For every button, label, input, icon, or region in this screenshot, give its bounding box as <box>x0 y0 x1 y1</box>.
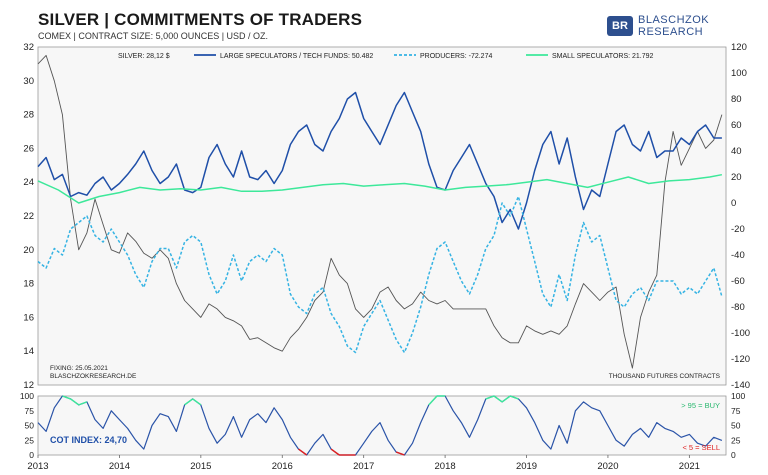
y-right-tick-label: 80 <box>731 94 742 105</box>
legend-label: SMALL SPECULATORS: 21.792 <box>552 53 654 60</box>
silver-price-line <box>37 54 723 369</box>
cot-y-right-tick-label: 25 <box>731 435 741 445</box>
cot-buy-segment <box>184 398 194 406</box>
x-tick-label: 2014 <box>109 461 130 472</box>
cot-buy-segment <box>62 395 71 400</box>
y-left-tick-label: 26 <box>23 143 34 154</box>
cot-sell-segment <box>396 451 405 456</box>
cot-buy-segment <box>78 401 88 406</box>
y-right-tick-label: 60 <box>731 120 742 131</box>
cot-buy-segment <box>509 395 519 400</box>
fixing-note: FIXING: 25.05.2021 <box>50 365 108 372</box>
y-left-tick-label: 32 <box>23 42 34 53</box>
y-right-tick-label: 20 <box>731 172 742 183</box>
x-tick-label: 2020 <box>597 461 618 472</box>
units-note: THOUSAND FUTURES CONTRACTS <box>609 373 721 380</box>
cot-buy-segment <box>192 398 202 406</box>
x-tick-label: 2017 <box>353 461 374 472</box>
y-left-tick-label: 24 <box>23 177 34 188</box>
buy-threshold-label: > 95 = BUY <box>681 401 720 410</box>
y-left-tick-label: 12 <box>23 380 34 391</box>
producers-line <box>37 195 723 354</box>
logo-line2: RESEARCH <box>638 26 704 38</box>
y-right-tick-label: 120 <box>731 42 747 53</box>
y-right-tick-label: -140 <box>731 380 750 391</box>
main-plot-area <box>37 46 727 386</box>
y-right-tick-label: -80 <box>731 302 745 313</box>
y-left-tick-label: 14 <box>23 346 34 357</box>
y-left-tick-label: 20 <box>23 245 34 256</box>
cot-y-right-tick-label: 50 <box>731 421 741 431</box>
logo-mark-icon: BR <box>607 16 633 36</box>
x-tick-label: 2018 <box>435 461 456 472</box>
y-right-tick-label: 0 <box>731 198 736 209</box>
y-right-tick-label: -40 <box>731 250 745 261</box>
x-tick-label: 2021 <box>679 461 700 472</box>
cot-y-left-tick-label: 75 <box>25 406 35 416</box>
legend-label: LARGE SPECULATORS / TECH FUNDS: 50.482 <box>220 53 373 60</box>
brand-logo: BR BLASCHZOK RESEARCH <box>607 14 757 40</box>
cot-sell-segment <box>330 448 340 456</box>
cot-index-label: COT INDEX: 24,70 <box>50 435 127 445</box>
logo-line1: BLASCHZOK <box>638 14 710 26</box>
sell-threshold-label: < 5 = SELL <box>682 443 720 452</box>
large-speculators-line <box>37 91 722 230</box>
cot-buy-segment <box>485 395 495 400</box>
y-right-tick-label: 100 <box>731 68 747 79</box>
legend-label-silver: SILVER: 28,12 $ <box>118 53 170 60</box>
website-note: BLASCHZOKRESEARCH.DE <box>50 373 137 380</box>
x-tick-label: 2015 <box>190 461 211 472</box>
x-tick-label: 2013 <box>27 461 48 472</box>
y-left-tick-label: 22 <box>23 211 34 222</box>
y-left-tick-label: 30 <box>23 76 34 87</box>
y-right-tick-label: -20 <box>731 224 745 235</box>
y-left-tick-label: 16 <box>23 312 34 323</box>
cot-index-line <box>37 395 723 456</box>
y-right-tick-label: 40 <box>731 146 742 157</box>
x-tick-label: 2019 <box>516 461 537 472</box>
y-left-tick-label: 18 <box>23 279 34 290</box>
page-subtitle: COMEX | CONTRACT SIZE: 5,000 OUNCES | US… <box>38 31 269 41</box>
legend-label: PRODUCERS: -72.274 <box>420 53 492 60</box>
cot-y-right-tick-label: 75 <box>731 406 741 416</box>
y-right-tick-label: -60 <box>731 276 745 287</box>
cot-y-left-tick-label: 25 <box>25 435 35 445</box>
cot-y-right-tick-label: 100 <box>731 391 745 401</box>
cot-buy-segment <box>501 395 511 403</box>
y-right-tick-label: -100 <box>731 328 750 339</box>
cot-buy-segment <box>493 395 503 403</box>
cot-y-right-tick-label: 0 <box>731 450 736 460</box>
cot-y-left-tick-label: 50 <box>25 421 35 431</box>
y-right-tick-label: -120 <box>731 354 750 365</box>
cot-y-left-tick-label: 0 <box>29 450 34 460</box>
x-tick-label: 2016 <box>272 461 293 472</box>
y-left-tick-label: 28 <box>23 110 34 121</box>
cot-sell-segment <box>298 448 308 456</box>
cot-y-left-tick-label: 100 <box>20 391 34 401</box>
cot-buy-segment <box>70 398 80 406</box>
small-speculators-line <box>37 173 723 204</box>
page-title: SILVER | COMMITMENTS OF TRADERS <box>38 10 363 29</box>
cot-buy-segment <box>428 395 438 406</box>
